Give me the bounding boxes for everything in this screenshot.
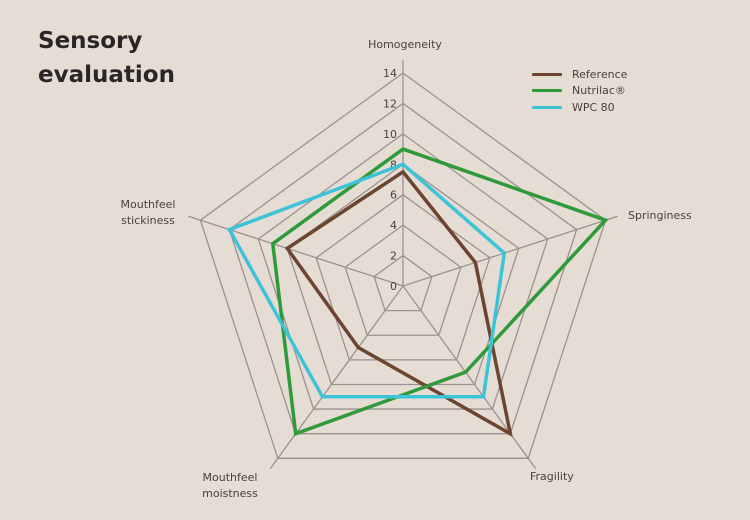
legend-item-reference: Reference	[532, 66, 627, 83]
grid-ring	[257, 133, 549, 410]
legend-swatch-reference	[532, 72, 562, 76]
grid-ring	[315, 193, 491, 361]
legend-swatch-nutrilac	[532, 89, 562, 93]
tick-label: 4	[390, 219, 397, 232]
axis-line	[269, 285, 404, 470]
grid-ring	[344, 224, 462, 336]
legend-swatch-wpc80	[532, 105, 562, 109]
axis-label-springiness: Springiness	[628, 209, 692, 222]
tick-label: 0	[390, 280, 397, 293]
tick-label: 6	[390, 189, 397, 202]
series-line-nutrilac	[270, 147, 609, 437]
tick-label: 10	[383, 128, 397, 141]
axis-line	[188, 215, 404, 287]
chart-title: Sensory evaluation	[38, 28, 175, 88]
axis-line	[402, 215, 618, 287]
legend-label: WPC 80	[572, 100, 615, 114]
axis-label-mouthfeel-stickiness: Mouthfeel stickiness	[120, 198, 176, 227]
grid-ring	[199, 72, 607, 459]
grid-ring	[228, 102, 578, 435]
legend-item-nutrilac: Nutrilac®	[532, 83, 627, 100]
legend: Reference Nutrilac® WPC 80	[532, 66, 627, 116]
axis-label-homogeneity: Homogeneity	[368, 38, 442, 51]
legend-label: Reference	[572, 67, 628, 81]
grid-ring	[373, 254, 433, 312]
tick-label: 8	[390, 158, 397, 171]
series-line-reference	[284, 169, 513, 438]
legend-label: Nutrilac®	[572, 84, 626, 98]
tick-label: 2	[390, 250, 397, 263]
axis-line	[402, 285, 537, 470]
tick-label: 14	[383, 67, 397, 80]
tick-label: 12	[383, 97, 397, 110]
series-line-wpc80	[226, 162, 507, 399]
axis-label-mouthfeel-moistness: Mouthfeel moistness	[202, 471, 258, 500]
legend-item-wpc80: WPC 80	[532, 99, 627, 116]
axis-label-fragility: Fragility	[530, 470, 574, 483]
